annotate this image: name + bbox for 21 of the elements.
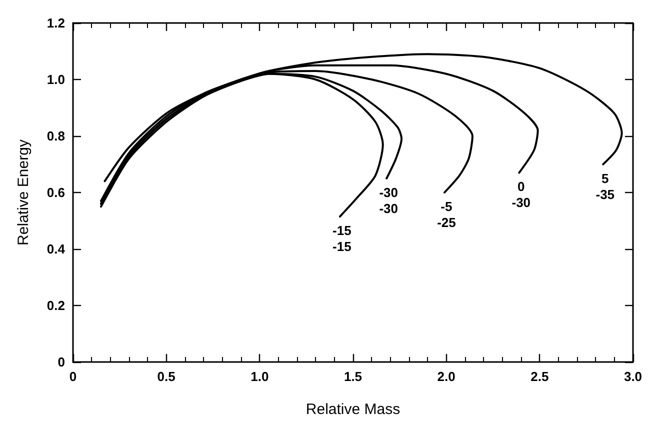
y-tick-label: 0 xyxy=(58,354,65,370)
x-tick-label: 0 xyxy=(69,369,77,384)
x-tick-label: 1.0 xyxy=(250,369,269,384)
annotation: 0 -30 xyxy=(512,179,531,210)
x-tick-label: 1.5 xyxy=(344,369,362,384)
y-tick-label: 0.8 xyxy=(46,128,65,144)
x-tick-label: 0.5 xyxy=(157,369,176,384)
annotation: -5 -25 xyxy=(437,199,456,230)
y-tick-label: 0.2 xyxy=(46,298,65,313)
y-tick-label: 1.2 xyxy=(46,16,65,30)
x-tick-label: 3.0 xyxy=(624,369,642,384)
x-tick-label: 2.0 xyxy=(437,369,456,384)
annotation: -30 -30 xyxy=(379,184,398,216)
y-axis-title: Relative Energy xyxy=(15,139,32,246)
y-tick-label: 1.0 xyxy=(46,72,65,87)
x-tick-label: 2.5 xyxy=(530,369,549,384)
y-tick-label: 0.6 xyxy=(46,185,65,200)
x-axis-title: Relative Mass xyxy=(306,401,400,418)
annotation: 5 -35 xyxy=(596,170,615,202)
annotation: -15 -15 xyxy=(332,223,352,254)
y-tick-label: 0.4 xyxy=(46,242,66,256)
